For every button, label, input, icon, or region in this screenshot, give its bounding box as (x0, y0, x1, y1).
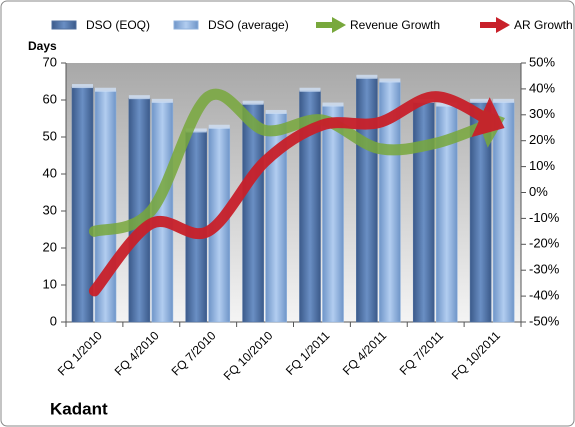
y2-tick-label: 0% (529, 184, 548, 199)
bar-top (379, 78, 401, 83)
bar-top (356, 74, 378, 79)
bar (322, 105, 344, 323)
bar-top (493, 98, 515, 103)
chart-title: Kadant (50, 399, 108, 418)
bar-top (72, 84, 93, 89)
legend-swatch (51, 20, 77, 30)
bar-top (322, 102, 344, 107)
y2-tick-label: 50% (529, 54, 555, 69)
y2-tick-label: 20% (529, 132, 555, 147)
line (88, 88, 505, 237)
bar-top (242, 100, 264, 105)
bar (492, 101, 515, 323)
y2-tick-label: -10% (529, 210, 560, 225)
y-tick-label: 70 (43, 54, 57, 69)
y-tick-label: 50 (43, 128, 57, 143)
y2-tick-label: 30% (529, 106, 555, 121)
bar-top (436, 102, 458, 107)
y-tick-label: 40 (43, 165, 57, 180)
legend-arrow (332, 17, 346, 33)
y2-tick-label: -40% (529, 288, 560, 303)
bar (242, 103, 264, 323)
bar-top (470, 98, 492, 103)
legend-swatch (173, 20, 199, 30)
bar (71, 86, 94, 323)
legend-arrow (496, 17, 510, 33)
y-tick-label: 30 (43, 202, 57, 217)
bar-top (265, 109, 287, 114)
line (88, 91, 505, 297)
bar-top (185, 128, 207, 133)
y-tick-label: 20 (43, 239, 57, 254)
bar-top (151, 98, 173, 103)
bar (412, 101, 435, 323)
bar-top (208, 124, 230, 129)
y2-tick-label: -50% (529, 313, 560, 328)
y-tick-label: 10 (43, 276, 57, 291)
legend-label: DSO (EOQ) (86, 18, 150, 32)
bar-top (128, 95, 150, 100)
y2-tick-label: -20% (529, 236, 560, 251)
y-tick-label: 0 (50, 313, 57, 328)
legend-label: AR Growth (514, 18, 573, 32)
bar-top (95, 87, 116, 92)
bar (356, 77, 378, 323)
y-tick-label: 60 (43, 91, 57, 106)
y-axis-label: Days (28, 39, 57, 53)
legend-label: DSO (average) (208, 18, 289, 32)
legend-label: Revenue Growth (350, 18, 440, 32)
y2-tick-label: 40% (529, 80, 555, 95)
y2-tick-label: -30% (529, 262, 560, 277)
y2-tick-label: 10% (529, 158, 555, 173)
bar-top (299, 87, 321, 92)
